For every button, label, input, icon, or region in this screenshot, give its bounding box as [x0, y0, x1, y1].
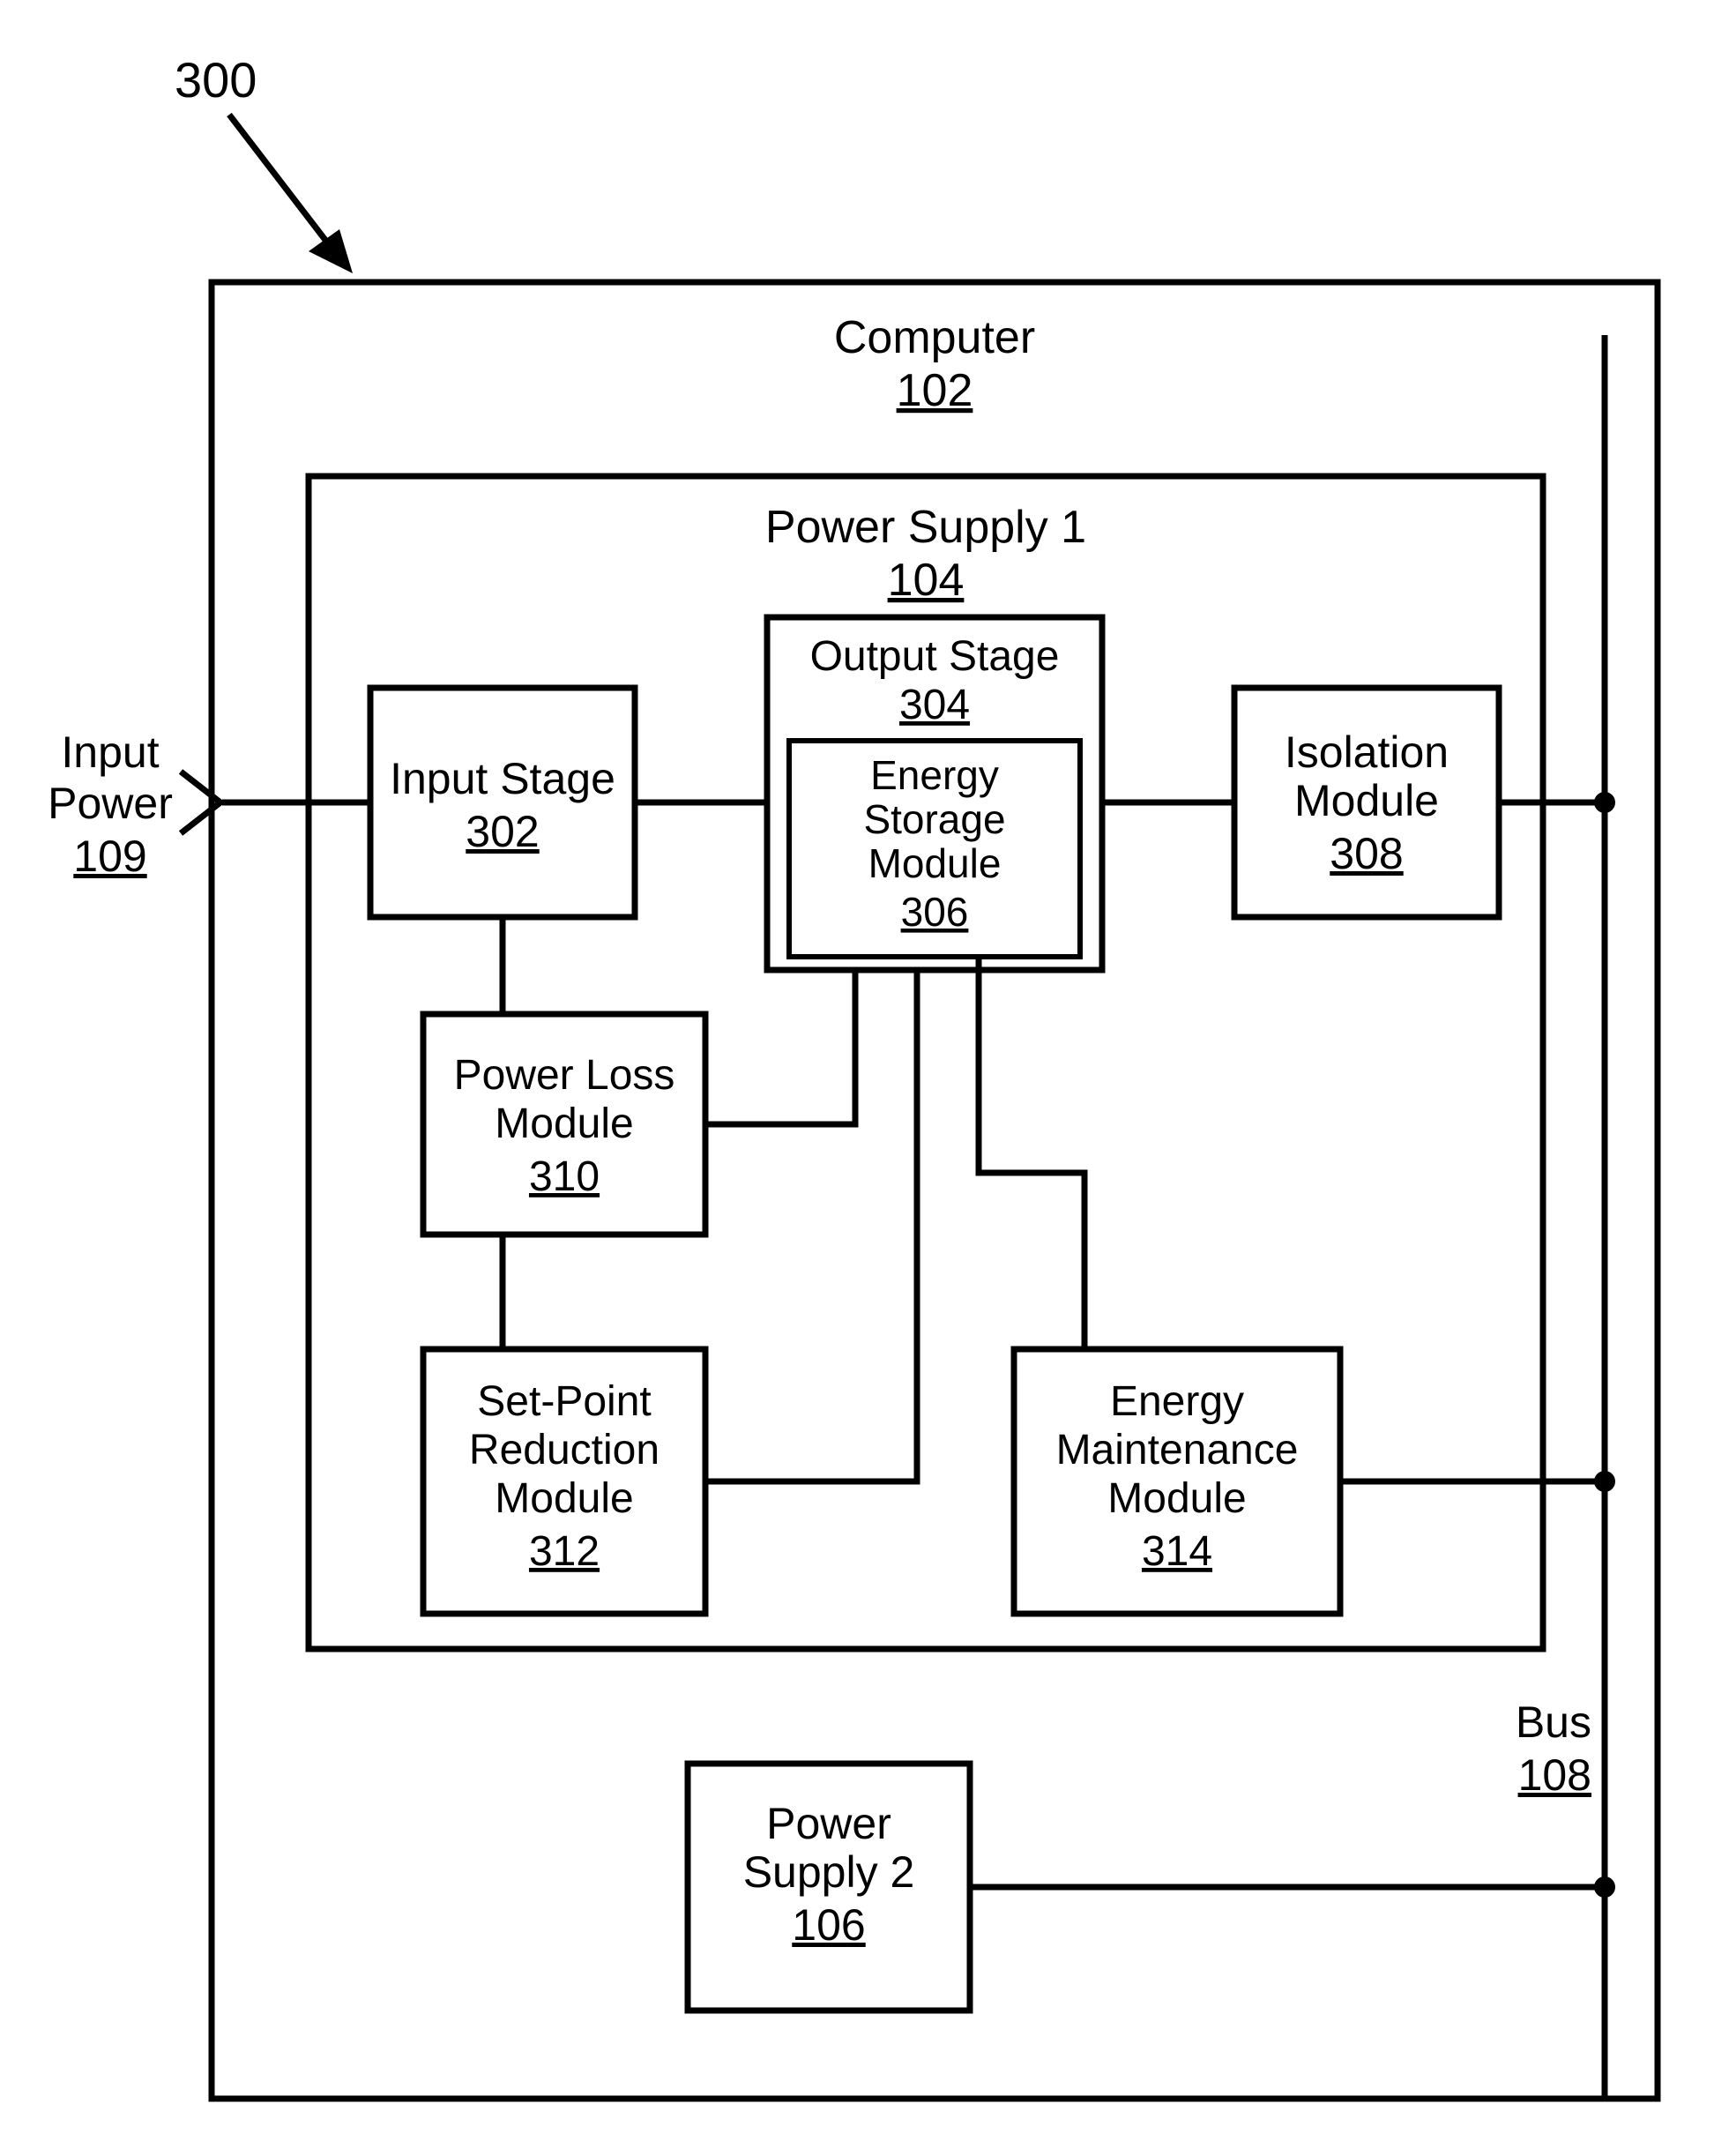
input-power-ref: 109 [73, 832, 146, 881]
energy-storage-l1: Energy [870, 752, 999, 798]
input-power-label-2: Power [48, 779, 173, 828]
figure-arrow-head [309, 229, 353, 273]
ps2-l2: Supply 2 [743, 1847, 915, 1897]
ps2-l1: Power [766, 1799, 891, 1848]
energy-maint-l1: Energy [1110, 1378, 1244, 1425]
ps2-ref: 106 [792, 1900, 865, 1950]
isolation-l1: Isolation [1285, 727, 1449, 777]
dot-iso-bus [1594, 792, 1615, 813]
power-loss-l2: Module [495, 1100, 633, 1147]
input-stage-ref: 302 [466, 807, 539, 856]
isolation-ref: 308 [1330, 829, 1403, 878]
isolation-l2: Module [1294, 776, 1439, 825]
figure-arrow-shaft [229, 115, 331, 247]
dot-ps2-bus [1594, 1876, 1615, 1898]
energy-maint-ref: 314 [1142, 1528, 1212, 1575]
output-stage-label: Output Stage [810, 633, 1060, 680]
energy-storage-l3: Module [868, 840, 1002, 886]
energy-storage-ref: 306 [901, 889, 969, 935]
energy-storage-l2: Storage [863, 796, 1005, 842]
dot-em-bus [1594, 1471, 1615, 1492]
figure-number: 300 [175, 52, 257, 108]
energy-maint-l2: Maintenance [1056, 1427, 1299, 1473]
output-stage-ref: 304 [899, 682, 970, 728]
power-loss-ref: 310 [529, 1153, 600, 1200]
input-stage-label: Input Stage [390, 754, 615, 803]
computer-ref: 102 [897, 365, 973, 416]
bus-label: Bus [1516, 1697, 1591, 1747]
power-loss-l1: Power Loss [454, 1052, 675, 1099]
set-point-l1: Set-Point [477, 1378, 651, 1425]
set-point-ref: 312 [529, 1528, 600, 1575]
energy-maint-l3: Module [1107, 1475, 1246, 1522]
ps1-title: Power Supply 1 [765, 502, 1086, 553]
ps1-ref: 104 [888, 555, 965, 606]
computer-title: Computer [834, 312, 1035, 363]
bus-ref: 108 [1518, 1750, 1591, 1800]
set-point-l2: Reduction [469, 1427, 660, 1473]
set-point-l3: Module [495, 1475, 633, 1522]
input-power-label-1: Input [61, 727, 159, 777]
